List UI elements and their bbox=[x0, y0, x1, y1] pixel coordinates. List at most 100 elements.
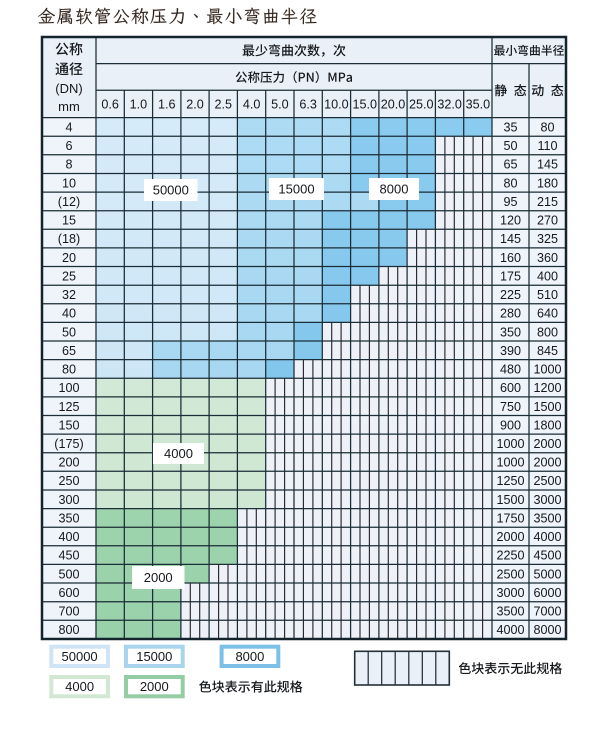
svg-text:225: 225 bbox=[500, 288, 521, 302]
svg-text:300: 300 bbox=[58, 493, 79, 507]
svg-text:8: 8 bbox=[65, 158, 72, 172]
svg-text:50000: 50000 bbox=[62, 649, 98, 664]
svg-text:5.0: 5.0 bbox=[271, 97, 289, 111]
svg-text:4: 4 bbox=[65, 121, 72, 135]
svg-text:150: 150 bbox=[58, 418, 79, 432]
svg-text:200: 200 bbox=[58, 456, 79, 470]
svg-text:1000: 1000 bbox=[496, 437, 524, 451]
svg-text:(12): (12) bbox=[58, 195, 80, 209]
svg-text:35: 35 bbox=[503, 121, 517, 135]
svg-text:500: 500 bbox=[58, 567, 79, 581]
svg-text:360: 360 bbox=[537, 251, 558, 265]
svg-text:6: 6 bbox=[65, 139, 72, 153]
svg-text:2.5: 2.5 bbox=[215, 97, 233, 111]
svg-text:80: 80 bbox=[540, 121, 554, 135]
svg-text:8000: 8000 bbox=[380, 182, 409, 197]
svg-text:65: 65 bbox=[62, 344, 76, 358]
svg-text:0.6: 0.6 bbox=[101, 97, 119, 111]
svg-text:4000: 4000 bbox=[164, 446, 193, 461]
svg-text:180: 180 bbox=[537, 176, 558, 190]
svg-text:3500: 3500 bbox=[533, 512, 561, 526]
svg-text:2.0: 2.0 bbox=[186, 97, 204, 111]
svg-text:125: 125 bbox=[58, 400, 79, 414]
svg-text:8000: 8000 bbox=[533, 623, 561, 637]
svg-text:1.0: 1.0 bbox=[130, 97, 148, 111]
svg-text:6000: 6000 bbox=[533, 586, 561, 600]
svg-text:2000: 2000 bbox=[533, 456, 561, 470]
svg-text:15: 15 bbox=[62, 214, 76, 228]
svg-text:280: 280 bbox=[500, 307, 521, 321]
svg-text:50: 50 bbox=[503, 139, 517, 153]
svg-text:250: 250 bbox=[58, 474, 79, 488]
svg-text:15000: 15000 bbox=[278, 182, 314, 197]
svg-text:640: 640 bbox=[537, 307, 558, 321]
svg-text:1200: 1200 bbox=[533, 381, 561, 395]
svg-text:100: 100 bbox=[58, 381, 79, 395]
svg-text:3000: 3000 bbox=[533, 493, 561, 507]
svg-text:3500: 3500 bbox=[496, 605, 524, 619]
svg-text:350: 350 bbox=[500, 325, 521, 339]
svg-text:400: 400 bbox=[537, 270, 558, 284]
svg-text:1500: 1500 bbox=[533, 400, 561, 414]
svg-text:25: 25 bbox=[62, 270, 76, 284]
svg-text:145: 145 bbox=[537, 158, 558, 172]
svg-text:1750: 1750 bbox=[496, 512, 524, 526]
svg-text:4.0: 4.0 bbox=[243, 97, 261, 111]
svg-text:400: 400 bbox=[58, 530, 79, 544]
svg-text:7000: 7000 bbox=[533, 605, 561, 619]
svg-text:800: 800 bbox=[537, 325, 558, 339]
svg-text:95: 95 bbox=[503, 195, 517, 209]
svg-text:700: 700 bbox=[58, 605, 79, 619]
svg-text:120: 120 bbox=[500, 214, 521, 228]
svg-text:35.0: 35.0 bbox=[466, 97, 491, 111]
svg-text:600: 600 bbox=[500, 381, 521, 395]
svg-text:32.0: 32.0 bbox=[437, 97, 462, 111]
svg-text:350: 350 bbox=[58, 512, 79, 526]
svg-text:4000: 4000 bbox=[533, 530, 561, 544]
svg-text:325: 325 bbox=[537, 232, 558, 246]
svg-text:20.0: 20.0 bbox=[381, 97, 406, 111]
svg-text:15000: 15000 bbox=[136, 649, 172, 664]
svg-text:25.0: 25.0 bbox=[409, 97, 434, 111]
svg-text:50000: 50000 bbox=[153, 183, 189, 198]
svg-text:215: 215 bbox=[537, 195, 558, 209]
svg-text:5000: 5000 bbox=[533, 567, 561, 581]
svg-text:450: 450 bbox=[58, 549, 79, 563]
svg-text:1500: 1500 bbox=[496, 493, 524, 507]
svg-text:40: 40 bbox=[62, 307, 76, 321]
svg-text:390: 390 bbox=[500, 344, 521, 358]
svg-text:600: 600 bbox=[58, 586, 79, 600]
svg-text:175: 175 bbox=[500, 270, 521, 284]
svg-text:2000: 2000 bbox=[496, 530, 524, 544]
svg-text:2500: 2500 bbox=[533, 474, 561, 488]
svg-text:2500: 2500 bbox=[496, 567, 524, 581]
svg-text:110: 110 bbox=[537, 139, 557, 153]
svg-text:20: 20 bbox=[62, 251, 76, 265]
svg-text:1250: 1250 bbox=[496, 474, 524, 488]
svg-text:2000: 2000 bbox=[144, 570, 173, 585]
svg-text:(175): (175) bbox=[54, 437, 83, 451]
svg-text:1000: 1000 bbox=[533, 363, 561, 377]
svg-text:4500: 4500 bbox=[533, 549, 561, 563]
svg-text:2250: 2250 bbox=[496, 549, 524, 563]
svg-text:510: 510 bbox=[537, 288, 558, 302]
svg-text:2000: 2000 bbox=[533, 437, 561, 451]
svg-text:32: 32 bbox=[62, 288, 76, 302]
svg-text:10.0: 10.0 bbox=[324, 97, 349, 111]
svg-text:160: 160 bbox=[500, 251, 521, 265]
svg-text:80: 80 bbox=[62, 363, 76, 377]
svg-text:1800: 1800 bbox=[533, 418, 561, 432]
svg-text:800: 800 bbox=[58, 623, 79, 637]
svg-text:145: 145 bbox=[500, 232, 521, 246]
svg-text:65: 65 bbox=[503, 158, 517, 172]
svg-text:1000: 1000 bbox=[496, 456, 524, 470]
svg-text:(18): (18) bbox=[58, 232, 80, 246]
svg-text:2000: 2000 bbox=[140, 679, 169, 694]
svg-text:1.6: 1.6 bbox=[158, 97, 176, 111]
svg-text:480: 480 bbox=[500, 363, 521, 377]
svg-text:80: 80 bbox=[503, 176, 517, 190]
svg-text:15.0: 15.0 bbox=[352, 97, 377, 111]
svg-text:mm: mm bbox=[58, 99, 80, 114]
svg-text:900: 900 bbox=[500, 418, 521, 432]
svg-text:4000: 4000 bbox=[65, 679, 94, 694]
